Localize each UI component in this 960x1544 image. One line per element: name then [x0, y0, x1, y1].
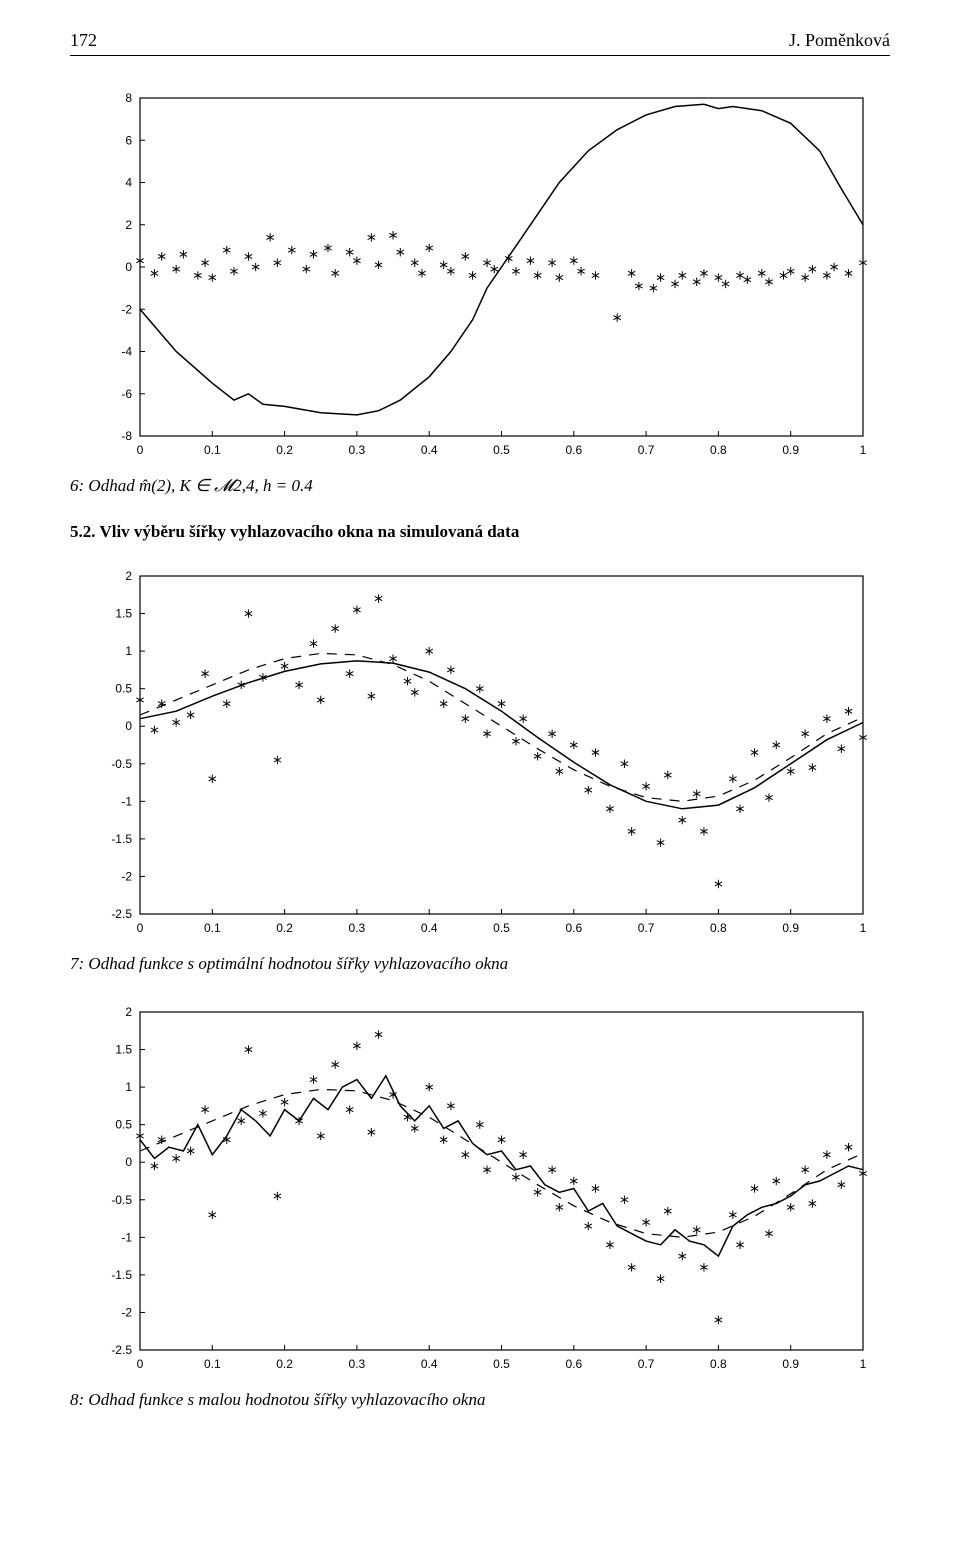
- svg-text:0.7: 0.7: [638, 443, 655, 457]
- svg-text:-0.5: -0.5: [111, 757, 132, 771]
- svg-text:2: 2: [125, 218, 132, 232]
- svg-text:0.1: 0.1: [204, 921, 221, 935]
- svg-text:0.7: 0.7: [638, 1357, 655, 1371]
- svg-text:4: 4: [125, 176, 132, 190]
- figure-8: 0 0.1 0.2 0.3 0.4 0.5 0.6 0.7 0.8 0.9 1 -2.5 -2 -1.5 -…: [70, 1000, 890, 1380]
- svg-text:0.7: 0.7: [638, 921, 655, 935]
- svg-text:1: 1: [125, 644, 132, 658]
- svg-text:0.4: 0.4: [421, 443, 438, 457]
- svg-text:-1.5: -1.5: [111, 1268, 132, 1282]
- figure-6-caption: 6: Odhad m̂(2), K ∈ 𝓜2,4, h = 0.4: [70, 476, 890, 496]
- section-5-2-heading: 5.2. Vliv výběru šířky vyhlazovacího okn…: [70, 522, 890, 542]
- svg-text:8: 8: [125, 91, 132, 105]
- svg-text:-8: -8: [121, 429, 132, 443]
- svg-text:0: 0: [125, 1155, 132, 1169]
- svg-text:0.9: 0.9: [782, 1357, 799, 1371]
- svg-text:6: 6: [125, 133, 132, 147]
- svg-text:0.5: 0.5: [493, 1357, 510, 1371]
- svg-text:2: 2: [125, 1005, 132, 1019]
- svg-text:0.1: 0.1: [204, 443, 221, 457]
- svg-text:-2.5: -2.5: [111, 907, 132, 921]
- page-header: 172 J. Poměnková: [70, 30, 890, 56]
- svg-text:-1.5: -1.5: [111, 832, 132, 846]
- svg-text:-2: -2: [121, 302, 132, 316]
- svg-text:0: 0: [137, 921, 144, 935]
- svg-text:-0.5: -0.5: [111, 1193, 132, 1207]
- svg-text:0.2: 0.2: [276, 921, 293, 935]
- figure-7-caption: 7: Odhad funkce s optimální hodnotou šíř…: [70, 954, 890, 974]
- svg-text:0.8: 0.8: [710, 443, 727, 457]
- svg-text:0.5: 0.5: [493, 443, 510, 457]
- svg-text:0.5: 0.5: [493, 921, 510, 935]
- svg-text:1: 1: [860, 1357, 867, 1371]
- figure-6-caption-text: 6: Odhad m̂(2), K ∈ 𝓜2,4, h = 0.4: [70, 476, 313, 495]
- svg-text:-1: -1: [121, 794, 132, 808]
- svg-text:0.3: 0.3: [349, 1357, 366, 1371]
- svg-text:0.9: 0.9: [782, 443, 799, 457]
- svg-text:0.1: 0.1: [204, 1357, 221, 1371]
- svg-text:0.6: 0.6: [565, 1357, 582, 1371]
- svg-text:-2: -2: [121, 1305, 132, 1319]
- svg-text:0: 0: [137, 1357, 144, 1371]
- svg-text:-6: -6: [121, 387, 132, 401]
- svg-text:0.3: 0.3: [349, 921, 366, 935]
- svg-text:0.9: 0.9: [782, 921, 799, 935]
- svg-text:0.6: 0.6: [565, 443, 582, 457]
- svg-text:0: 0: [125, 719, 132, 733]
- svg-text:0: 0: [137, 443, 144, 457]
- svg-text:1: 1: [860, 921, 867, 935]
- svg-text:0.2: 0.2: [276, 1357, 293, 1371]
- chart-1-svg: 0 0.1 0.2 0.3 0.4 0.5 0.6 0.7 0.8 0.9 1 -8 -6 -4 -2 0 2 4…: [85, 86, 875, 466]
- page-number: 172: [70, 30, 97, 51]
- svg-text:0.5: 0.5: [115, 1118, 132, 1132]
- svg-text:1: 1: [125, 1080, 132, 1094]
- author-name: J. Poměnková: [789, 30, 890, 51]
- figure-7-caption-text: 7: Odhad funkce s optimální hodnotou šíř…: [70, 954, 508, 973]
- figure-8-caption-text: 8: Odhad funkce s malou hodnotou šířky v…: [70, 1390, 485, 1409]
- svg-text:0.2: 0.2: [276, 443, 293, 457]
- svg-text:-2: -2: [121, 869, 132, 883]
- svg-text:-2.5: -2.5: [111, 1343, 132, 1357]
- svg-text:-1: -1: [121, 1230, 132, 1244]
- figure-7: 0 0.1 0.2 0.3 0.4 0.5 0.6 0.7 0.8 0.9 1 -2.5 -2 -1.5 -…: [70, 564, 890, 944]
- svg-text:0.8: 0.8: [710, 1357, 727, 1371]
- svg-text:0.8: 0.8: [710, 921, 727, 935]
- svg-text:1.5: 1.5: [115, 607, 132, 621]
- svg-text:1: 1: [860, 443, 867, 457]
- svg-text:0.3: 0.3: [349, 443, 366, 457]
- svg-text:0.4: 0.4: [421, 921, 438, 935]
- figure-8-caption: 8: Odhad funkce s malou hodnotou šířky v…: [70, 1390, 890, 1410]
- svg-text:1.5: 1.5: [115, 1043, 132, 1057]
- chart-3-svg: 0 0.1 0.2 0.3 0.4 0.5 0.6 0.7 0.8 0.9 1 -2.5 -2 -1.5 -…: [85, 1000, 875, 1380]
- page: 172 J. Poměnková 00.10.20.30.40.50.60.70…: [0, 0, 960, 1476]
- svg-text:0.5: 0.5: [115, 682, 132, 696]
- svg-text:0.6: 0.6: [565, 921, 582, 935]
- svg-text:-4: -4: [121, 345, 132, 359]
- svg-text:2: 2: [125, 569, 132, 583]
- svg-text:0.4: 0.4: [421, 1357, 438, 1371]
- chart-2-svg: 0 0.1 0.2 0.3 0.4 0.5 0.6 0.7 0.8 0.9 1 -2.5 -2 -1.5 -…: [85, 564, 875, 944]
- svg-text:0: 0: [125, 260, 132, 274]
- figure-6: 0 0.1 0.2 0.3 0.4 0.5 0.6 0.7 0.8 0.9 1 -8 -6 -4 -2 0 2 4…: [70, 86, 890, 466]
